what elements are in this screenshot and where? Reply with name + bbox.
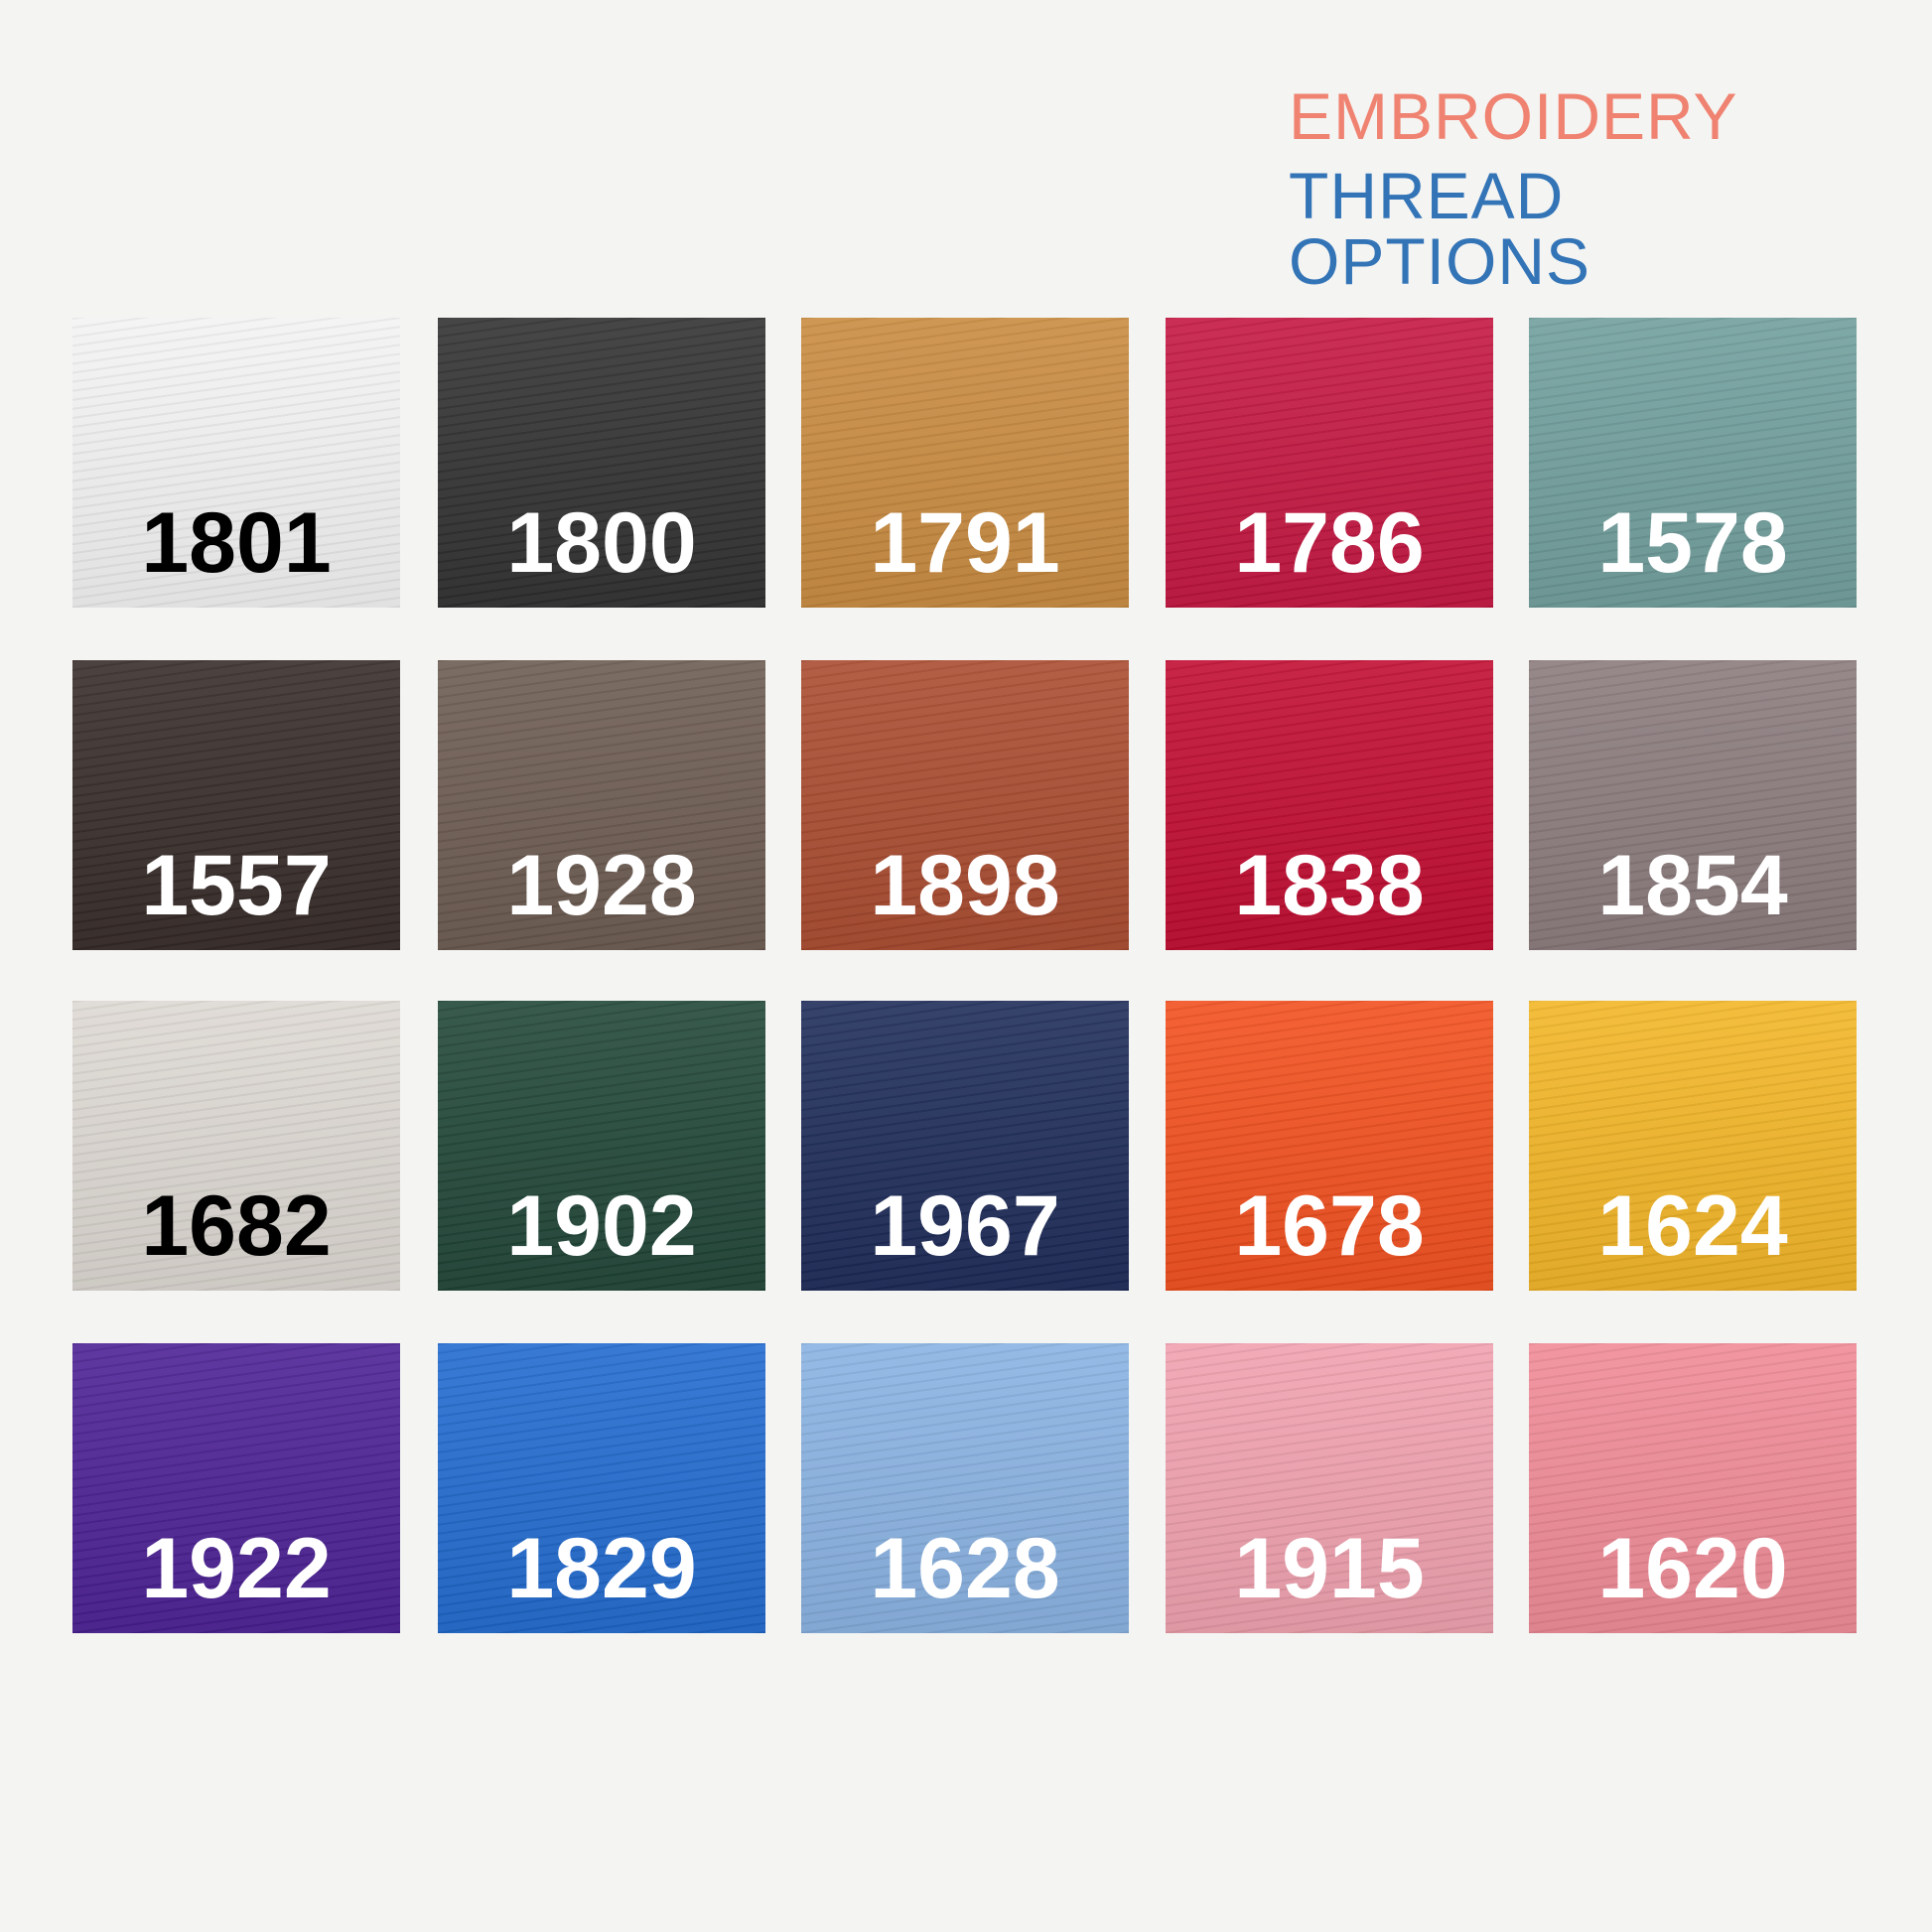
thread-code: 1915 [1234, 1521, 1425, 1616]
thread-swatch: 1678 [1166, 1001, 1493, 1291]
thread-swatch: 1922 [72, 1343, 400, 1633]
thread-swatch: 1838 [1166, 660, 1493, 950]
thread-code: 1800 [506, 495, 697, 591]
thread-code: 1624 [1597, 1178, 1788, 1274]
thread-swatch: 1557 [72, 660, 400, 950]
thread-swatch: 1620 [1529, 1343, 1857, 1633]
title-line: EMBROIDERY [1289, 79, 1738, 153]
thread-swatch: 1682 [72, 1001, 400, 1291]
thread-swatch: 1786 [1166, 318, 1493, 608]
thread-code: 1578 [1597, 495, 1788, 591]
thread-swatch: 1801 [72, 318, 400, 608]
thread-swatch: 1800 [438, 318, 765, 608]
thread-swatch: 1928 [438, 660, 765, 950]
thread-swatch: 1915 [1166, 1343, 1493, 1633]
thread-swatch: 1578 [1529, 318, 1857, 608]
thread-code: 1898 [870, 838, 1060, 933]
thread-code: 1854 [1597, 838, 1788, 933]
thread-swatch: 1902 [438, 1001, 765, 1291]
thread-swatch: 1898 [801, 660, 1129, 950]
title-line: THREAD OPTIONS [1289, 159, 1591, 298]
thread-code: 1801 [141, 495, 332, 591]
thread-code: 1678 [1234, 1178, 1425, 1274]
thread-code: 1557 [141, 838, 332, 933]
thread-code: 1922 [141, 1521, 332, 1616]
thread-code: 1628 [870, 1521, 1060, 1616]
thread-code: 1791 [870, 495, 1060, 591]
thread-code: 1620 [1597, 1521, 1788, 1616]
thread-code: 1829 [506, 1521, 697, 1616]
thread-swatch: 1791 [801, 318, 1129, 608]
thread-code: 1786 [1234, 495, 1425, 591]
thread-swatch: 1628 [801, 1343, 1129, 1633]
thread-swatch: 1829 [438, 1343, 765, 1633]
thread-swatch: 1624 [1529, 1001, 1857, 1291]
thread-code: 1902 [506, 1178, 697, 1274]
thread-swatch: 1854 [1529, 660, 1857, 950]
thread-swatch: 1967 [801, 1001, 1129, 1291]
thread-code: 1838 [1234, 838, 1425, 933]
thread-code: 1967 [870, 1178, 1060, 1274]
thread-code: 1928 [506, 838, 697, 933]
thread-code: 1682 [141, 1178, 332, 1274]
